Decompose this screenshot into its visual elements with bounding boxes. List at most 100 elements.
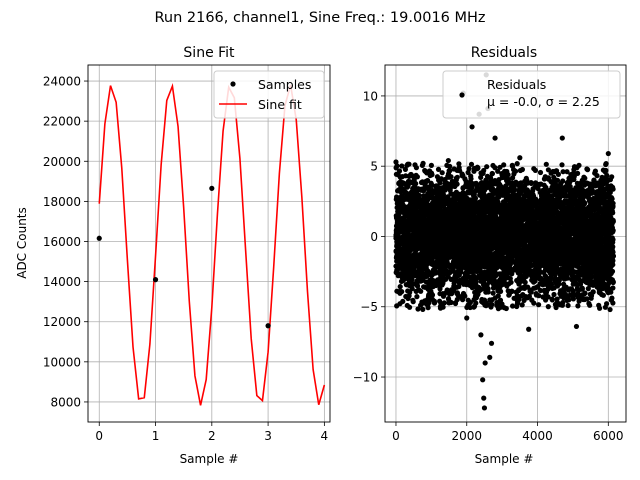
residual-point bbox=[407, 304, 413, 310]
residual-point bbox=[498, 288, 504, 294]
residual-point bbox=[409, 286, 415, 292]
sine-fit-axes-frame bbox=[87, 64, 331, 423]
residual-point bbox=[468, 161, 475, 167]
sine-fit-panel: Sine Fit 0 1 2 3 480001000012000140001600018… bbox=[15, 45, 331, 466]
residual-point bbox=[454, 174, 460, 180]
sample-point bbox=[96, 235, 102, 241]
residual-point bbox=[508, 279, 514, 285]
residual-point bbox=[425, 305, 431, 311]
residual-point bbox=[505, 172, 511, 178]
residual-point bbox=[406, 161, 412, 167]
residual-point bbox=[560, 300, 566, 306]
residual-point bbox=[410, 299, 416, 305]
residual-point bbox=[503, 305, 509, 312]
residual-point bbox=[443, 185, 449, 192]
residual-point bbox=[448, 299, 454, 306]
residual-point bbox=[462, 293, 468, 299]
residual-point bbox=[481, 167, 487, 174]
residual-point bbox=[478, 287, 484, 293]
sine-fit-xtick-label: 0 bbox=[95, 429, 103, 443]
residual-point bbox=[532, 167, 539, 173]
residual-point bbox=[519, 166, 526, 173]
residual-point bbox=[566, 297, 572, 303]
residual-point bbox=[447, 168, 453, 174]
residual-point bbox=[429, 172, 435, 178]
residual-point bbox=[399, 289, 405, 295]
residual-point bbox=[513, 168, 519, 174]
residual-point bbox=[435, 166, 442, 172]
residual-point bbox=[447, 163, 453, 169]
residual-point bbox=[439, 170, 445, 176]
residual-point bbox=[501, 162, 507, 168]
residual-point bbox=[522, 279, 528, 285]
residual-point bbox=[489, 171, 495, 177]
residual-point bbox=[454, 181, 460, 187]
residual-point bbox=[560, 178, 566, 184]
sine-fit-ytick-label: 14000 bbox=[43, 275, 81, 289]
residual-point bbox=[472, 195, 479, 201]
residual-point bbox=[399, 163, 405, 169]
residual-point bbox=[429, 292, 436, 298]
residual-point bbox=[414, 294, 420, 300]
sine-fit-xlabel: Sample # bbox=[180, 452, 239, 466]
sine-fit-title: Sine Fit bbox=[183, 45, 235, 61]
residual-point bbox=[475, 165, 481, 171]
residual-point bbox=[397, 284, 403, 290]
residuals-plot-area bbox=[393, 72, 617, 411]
residual-point bbox=[428, 162, 434, 168]
figure-suptitle: Run 2166, channel1, Sine Freq.: 19.0016 … bbox=[154, 10, 485, 26]
residual-point bbox=[426, 299, 432, 306]
residual-point bbox=[414, 174, 420, 180]
residual-point bbox=[431, 300, 438, 306]
sine-fit-ytick-label: 16000 bbox=[43, 235, 81, 249]
sine-fit-ytick-label: 24000 bbox=[43, 75, 81, 89]
residual-point bbox=[511, 187, 518, 193]
residual-point bbox=[545, 304, 551, 310]
residual-point bbox=[413, 165, 419, 171]
sine-fit-ylabel: ADC Counts bbox=[15, 207, 29, 279]
residual-point bbox=[402, 166, 408, 172]
sine-fit-ytick-label: 22000 bbox=[43, 115, 81, 129]
residual-point bbox=[559, 162, 565, 168]
sine-fit-ytick-label: 18000 bbox=[43, 195, 81, 209]
residual-point bbox=[473, 300, 479, 306]
residual-point bbox=[448, 174, 454, 180]
sine-fit-legend-box bbox=[213, 70, 325, 119]
residual-point bbox=[466, 166, 472, 172]
residual-point bbox=[420, 306, 426, 312]
sine-fit-xtick-label: 4 bbox=[321, 429, 329, 443]
legend-sine-fit-label: Sine fit bbox=[258, 97, 302, 112]
residuals-title: Residuals bbox=[471, 45, 537, 61]
residual-point bbox=[400, 298, 406, 304]
residual-point bbox=[456, 161, 462, 167]
residual-point bbox=[429, 182, 435, 188]
sine-fit-ytick-label: 8000 bbox=[50, 395, 81, 409]
residual-point bbox=[468, 176, 474, 182]
sine-fit-xtick-label: 3 bbox=[264, 429, 272, 443]
residual-point bbox=[478, 174, 484, 180]
residual-point bbox=[415, 306, 421, 312]
sine-fit-ticks: 0 1 2 3 480001000012000140001600018000200002… bbox=[43, 75, 328, 443]
residual-point bbox=[531, 300, 537, 306]
residual-point bbox=[484, 164, 490, 170]
residual-point bbox=[519, 302, 525, 308]
sine-fit-legend: Samples Sine fit bbox=[213, 70, 325, 119]
sine-fit-ytick-label: 20000 bbox=[43, 155, 81, 169]
sine-fit-ytick-label: 12000 bbox=[43, 315, 81, 329]
sine-fit-xtick-label: 1 bbox=[152, 429, 160, 443]
residual-point bbox=[424, 273, 430, 279]
legend-samples-marker bbox=[230, 81, 236, 87]
sine-fit-xtick-label: 2 bbox=[208, 429, 216, 443]
residual-point bbox=[489, 301, 495, 308]
residual-point bbox=[488, 176, 494, 182]
residual-point bbox=[490, 290, 496, 296]
residual-point bbox=[420, 160, 426, 166]
residual-point bbox=[514, 161, 520, 167]
residual-point bbox=[543, 161, 549, 167]
residual-point bbox=[425, 177, 431, 184]
residual-point bbox=[418, 288, 424, 294]
residual-point bbox=[420, 188, 427, 194]
residual-point bbox=[407, 289, 413, 295]
